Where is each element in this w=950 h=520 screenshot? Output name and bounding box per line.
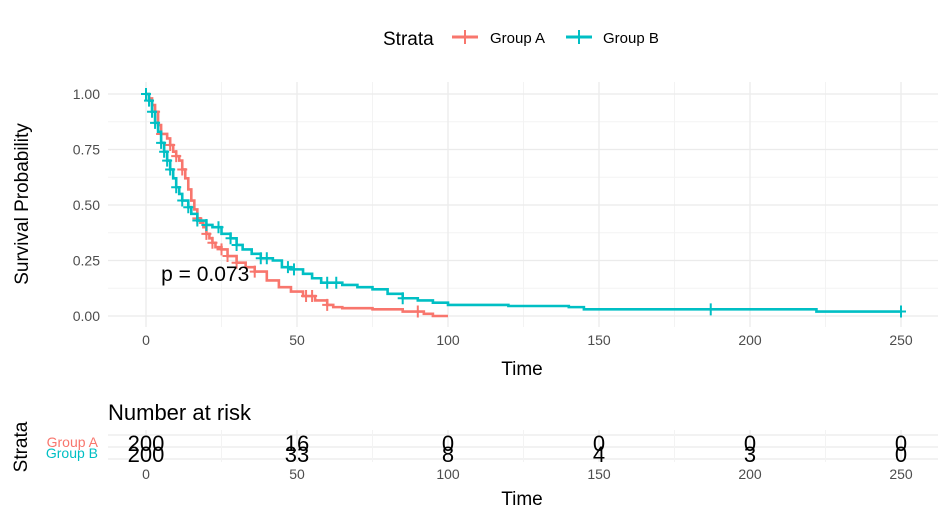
risk-x-tick-label: 250 (889, 466, 913, 482)
risk-count-group-b: 200 (128, 442, 165, 467)
risk-x-tick-label: 150 (587, 466, 611, 482)
censor-mark-group-b (159, 145, 170, 158)
risk-count-group-a: 0 (593, 431, 605, 456)
x-tick-label: 100 (436, 332, 460, 348)
censor-mark-group-a (216, 243, 227, 256)
censor-mark-group-b (213, 221, 224, 234)
censor-mark-group-a (231, 256, 242, 269)
p-value-annotation: p = 0.073 (161, 263, 249, 286)
risk-count-group-a: 0 (895, 431, 907, 456)
y-tick-label: 0.50 (73, 197, 100, 213)
censor-mark-group-b (261, 252, 272, 265)
risk-count-group-b: 8 (442, 442, 454, 467)
risk-count-group-a: 0 (442, 431, 454, 456)
censor-mark-group-b (177, 194, 188, 207)
censor-mark-group-a (322, 298, 333, 311)
legend-label-group-a: Group A (490, 30, 545, 47)
legend-title: Strata (383, 29, 434, 50)
x-tick-label: 50 (289, 332, 305, 348)
x-tick-label: 150 (587, 332, 611, 348)
risk-x-tick-label: 100 (436, 466, 460, 482)
censor-mark-group-b (225, 232, 236, 245)
censor-mark-group-b (331, 276, 342, 289)
censor-mark-group-a (412, 305, 423, 318)
x-axis-title: Time (501, 359, 543, 380)
censor-mark-group-b (147, 105, 158, 118)
risk-count-group-a: 16 (285, 431, 309, 456)
censor-mark-group-b (288, 263, 299, 276)
y-tick-label: 1.00 (73, 86, 100, 102)
censor-mark-group-b (201, 218, 212, 231)
risk-row-label-group-a: Group A (47, 434, 99, 450)
y-axis-ticks: 0.00 0.25 0.50 0.75 1.00 (73, 86, 100, 324)
censor-mark-group-b (231, 238, 242, 251)
censor-mark-group-b (144, 94, 155, 107)
risk-table-title: Number at risk (108, 400, 252, 425)
censor-mark-group-b (705, 303, 716, 316)
censor-mark-group-a (177, 163, 188, 176)
risk-table-grid (108, 430, 938, 462)
y-tick-label: 0.75 (73, 142, 100, 158)
risk-count-group-b: 3 (744, 442, 756, 467)
censor-mark-group-a (165, 139, 176, 152)
censor-mark-group-b (165, 163, 176, 176)
legend-label-group-b: Group B (603, 30, 659, 47)
x-tick-label: 200 (738, 332, 762, 348)
censor-mark-group-a (222, 250, 233, 263)
censor-mark-group-b (192, 214, 203, 227)
risk-count-group-a: 0 (744, 431, 756, 456)
risk-x-tick-label: 50 (289, 466, 305, 482)
censor-mark-group-b (896, 305, 906, 318)
risk-table-x-axis-title: Time (501, 489, 543, 510)
censor-mark-group-b (183, 201, 194, 214)
plot-grid (108, 82, 938, 327)
risk-table-y-axis-title: Strata (11, 421, 32, 472)
risk-x-tick-label: 0 (142, 466, 150, 482)
risk-count-group-a: 200 (128, 431, 165, 456)
survival-plot: 0.00 0.25 0.50 0.75 1.00 0 50 100 150 200 250 p =… (12, 82, 938, 380)
y-tick-label: 0.25 (73, 253, 100, 269)
risk-table-x-ticks: 0 50 100 150 200 250 (142, 466, 913, 482)
risk-count-group-b: 0 (895, 442, 907, 467)
censor-mark-group-b (322, 276, 333, 289)
censor-mark-group-b (162, 154, 173, 167)
x-axis-ticks: 0 50 100 150 200 250 (142, 332, 913, 348)
censor-mark-group-b (150, 116, 161, 129)
survival-curves (141, 88, 906, 318)
legend: Strata Group A Group B (383, 29, 659, 50)
censor-mark-group-b (397, 292, 408, 305)
y-tick-label: 0.00 (73, 308, 100, 324)
risk-x-tick-label: 200 (738, 466, 762, 482)
censor-mark-group-b (141, 88, 151, 100)
risk-count-group-b: 33 (285, 442, 309, 467)
censor-mark-group-a (307, 290, 318, 303)
censor-mark-group-b (171, 181, 182, 194)
censor-mark-group-a (171, 150, 182, 163)
x-tick-label: 0 (142, 332, 150, 348)
x-tick-label: 250 (889, 332, 913, 348)
censor-mark-group-b (156, 136, 167, 149)
censor-mark-group-a (249, 265, 260, 278)
y-axis-title: Survival Probability (12, 123, 33, 285)
censor-mark-group-b (282, 261, 293, 274)
risk-count-group-b: 4 (593, 442, 605, 467)
censor-mark-group-a (207, 236, 218, 249)
risk-row-label-group-b: Group B (46, 445, 98, 461)
